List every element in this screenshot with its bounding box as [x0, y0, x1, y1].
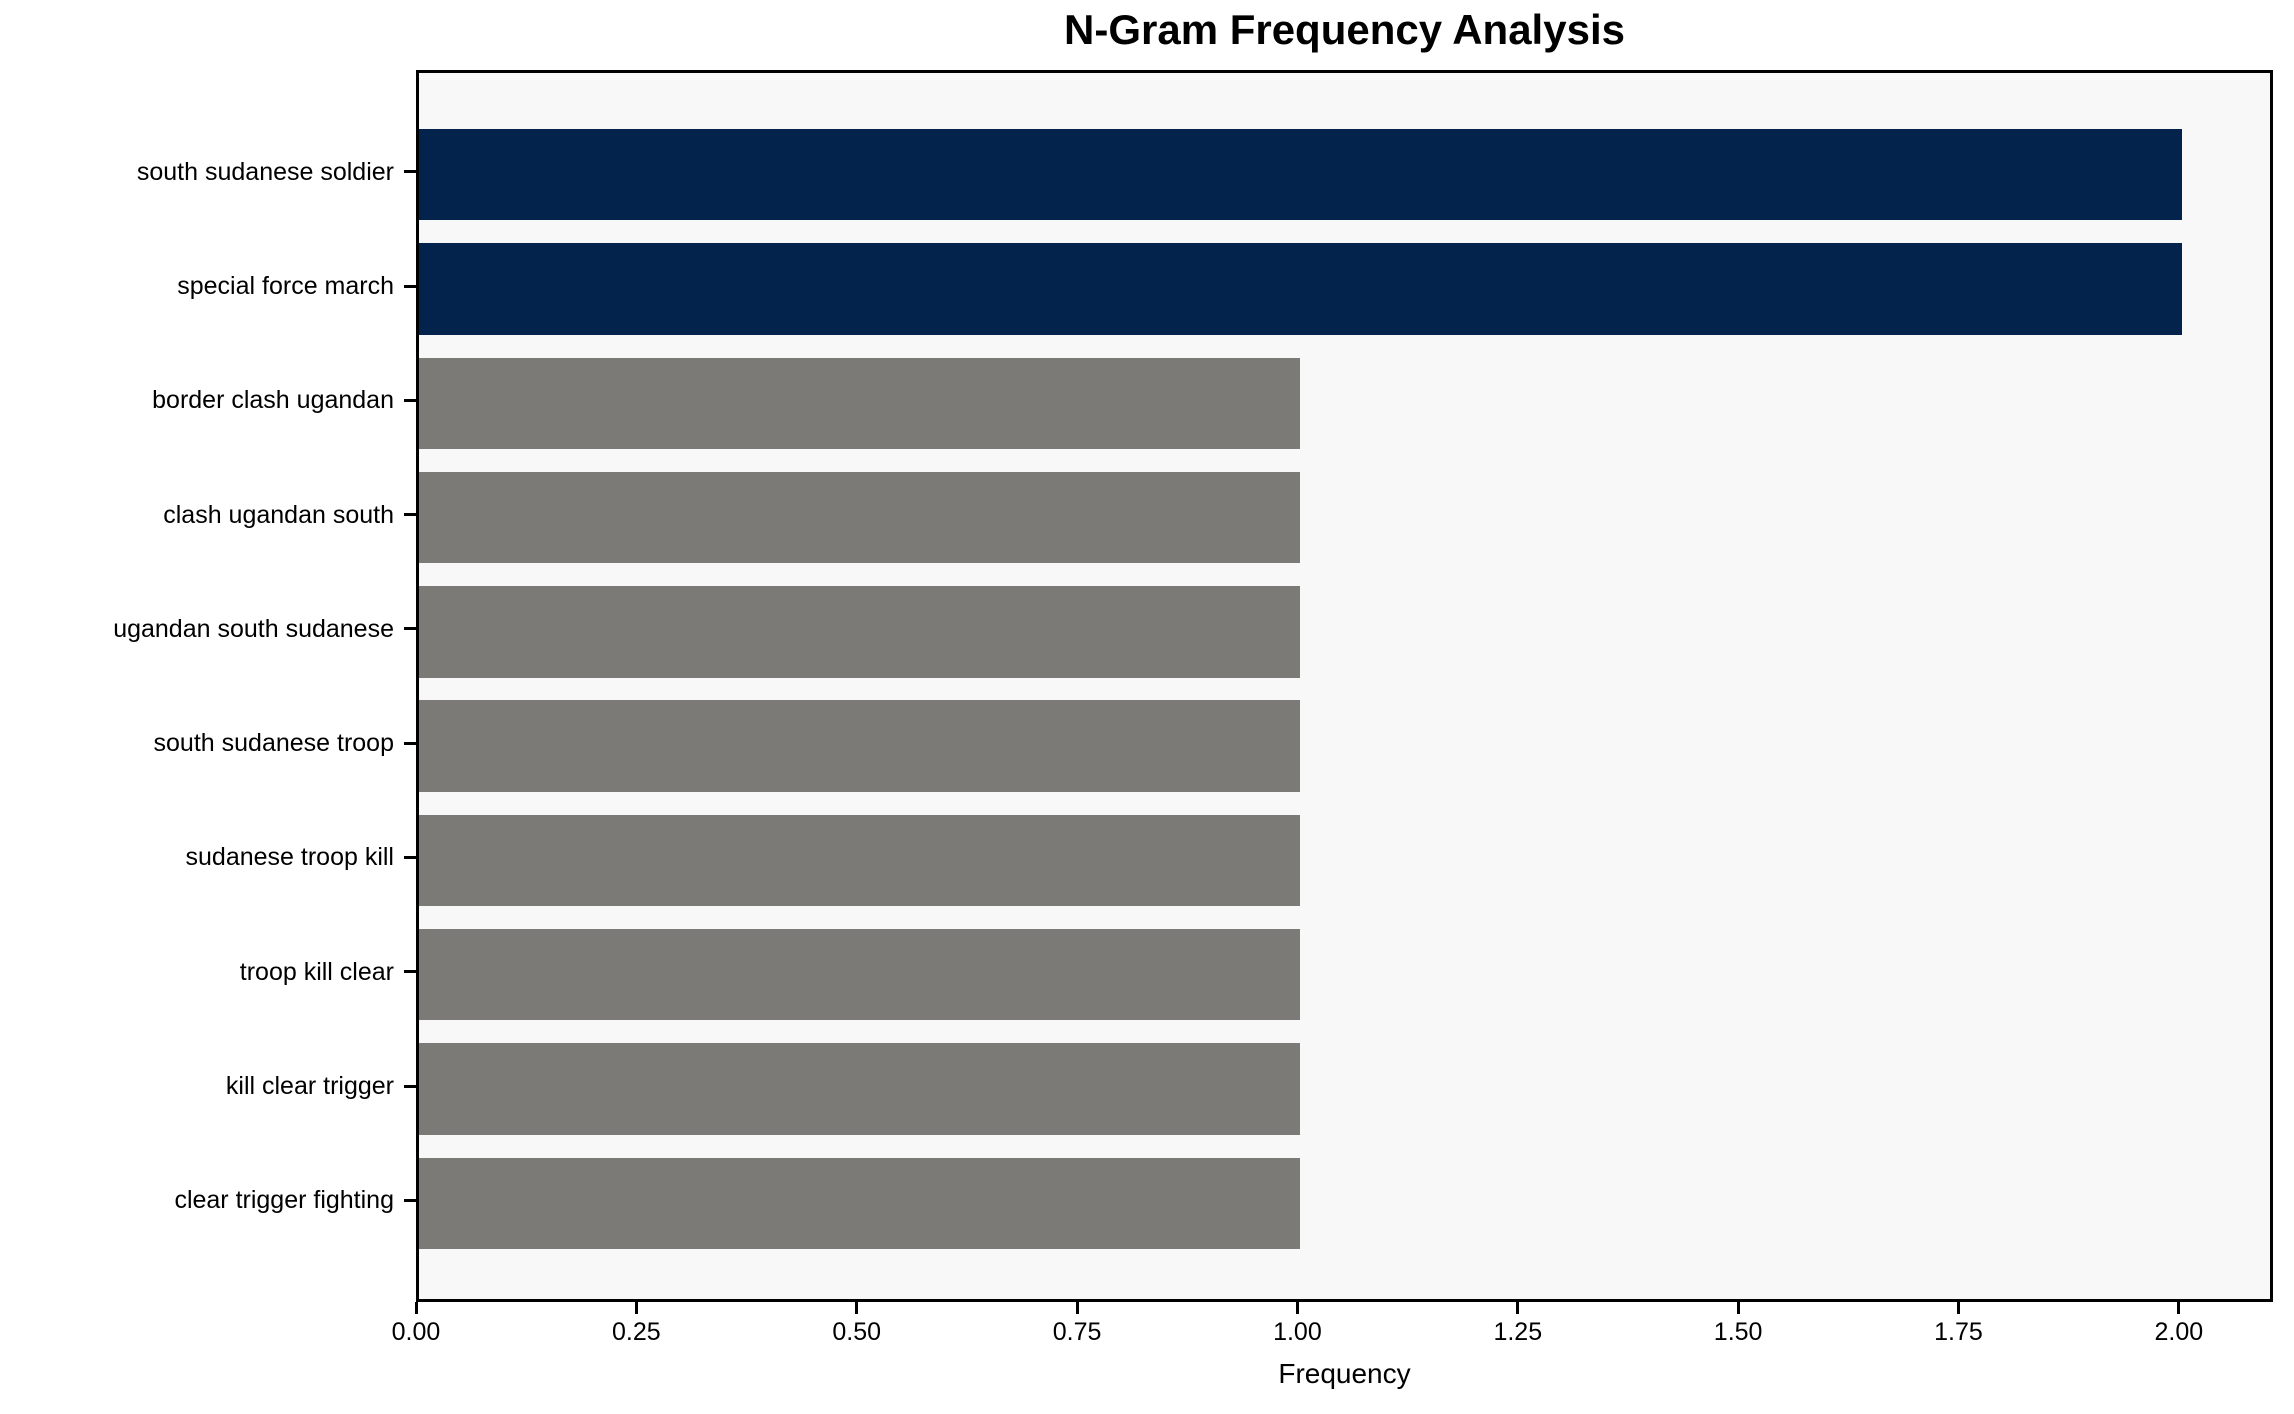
- y-tick-label: clear trigger fighting: [174, 1186, 394, 1215]
- y-tick-label: special force march: [177, 272, 394, 300]
- bar-sudanese-troop-kill: [419, 814, 1301, 907]
- y-tick-mark: [404, 170, 416, 174]
- y-tick-mark: [404, 1198, 416, 1202]
- y-tick-mark: [404, 1084, 416, 1088]
- y-tick-label: clash ugandan south: [163, 500, 394, 529]
- bar-south-sudanese-troop: [419, 700, 1301, 792]
- y-tick-label: kill clear trigger: [225, 1072, 394, 1100]
- y-tick-mark: [404, 741, 416, 745]
- x-tick-label: 0.75: [1052, 1318, 1102, 1346]
- x-tick-mark: [855, 1302, 859, 1314]
- bar-ugandan-south-sudanese: [419, 586, 1301, 678]
- bar-kill-clear-trigger: [419, 1043, 1301, 1135]
- x-tick-label: 2.00: [2154, 1318, 2204, 1346]
- x-tick-label: 0.00: [391, 1318, 441, 1346]
- x-tick-mark: [414, 1302, 418, 1314]
- x-tick-mark: [634, 1302, 638, 1314]
- y-tick-label: ugandan south sudanese: [113, 614, 394, 643]
- y-tick-label: south sudanese soldier: [136, 157, 394, 186]
- y-tick-mark: [404, 855, 416, 859]
- y-tick-label: troop kill clear: [239, 957, 394, 986]
- bar-south-sudanese-soldier: [419, 129, 2182, 221]
- x-tick-mark: [1295, 1302, 1299, 1314]
- y-tick-label: south sudanese troop: [153, 729, 394, 758]
- bar-special-force-march: [419, 243, 2182, 335]
- chart-title: N-Gram Frequency Analysis: [1064, 6, 1625, 53]
- x-tick-mark: [1736, 1302, 1740, 1314]
- plot-area: [416, 70, 2273, 1302]
- x-tick-mark: [1516, 1302, 1520, 1314]
- x-tick-label: 1.00: [1273, 1318, 1322, 1346]
- x-tick-label: 1.25: [1493, 1318, 1543, 1346]
- y-tick-mark: [404, 398, 416, 402]
- bar-troop-kill-clear: [419, 929, 1301, 1021]
- bar-clear-trigger-fighting: [419, 1157, 1301, 1249]
- bar-border-clash-ugandan: [419, 357, 1301, 449]
- y-tick-label: sudanese troop kill: [185, 843, 394, 872]
- y-tick-mark: [404, 627, 416, 631]
- x-tick-mark: [2177, 1302, 2181, 1314]
- x-tick-label: 0.25: [612, 1318, 661, 1346]
- bar-clash-ugandan-south: [419, 471, 1301, 564]
- y-tick-mark: [404, 970, 416, 974]
- x-tick-label: 1.50: [1713, 1318, 1763, 1346]
- x-tick-mark: [1075, 1302, 1079, 1314]
- x-tick-label: 1.75: [1934, 1318, 1983, 1346]
- y-tick-mark: [404, 284, 416, 288]
- y-tick-mark: [404, 513, 416, 517]
- y-tick-label: border clash ugandan: [152, 386, 394, 415]
- x-tick-label: 0.50: [832, 1318, 882, 1346]
- x-axis-label: Frequency: [1278, 1358, 1411, 1389]
- x-tick-mark: [1957, 1302, 1960, 1314]
